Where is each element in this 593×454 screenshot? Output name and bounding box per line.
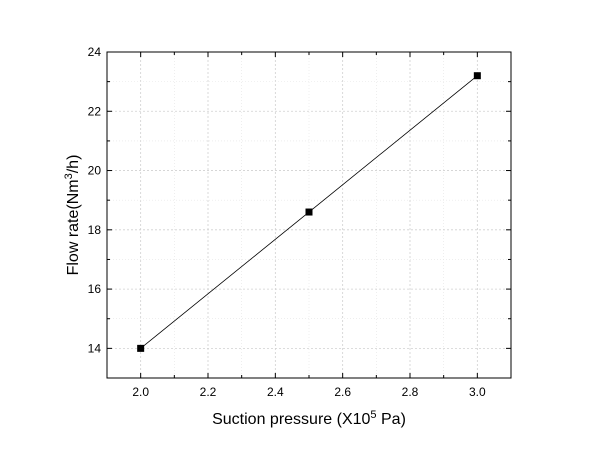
y-axis-title-prefix: Flow rate(Nm (65, 179, 82, 275)
y-tick-label: 20 (88, 164, 102, 178)
y-tick-label: 22 (88, 104, 102, 118)
x-axis-title-prefix: Suction pressure (X10 (212, 411, 370, 428)
x-tick-label: 2.8 (402, 385, 419, 399)
y-tick-label: 24 (88, 45, 102, 59)
axis-ticks: 2.0 2.2 2.4 2.6 2.8 3.0 14 16 18 20 22 24 (88, 45, 512, 399)
data-point-marker (137, 344, 145, 352)
data-point-marker (305, 208, 313, 216)
y-axis-title-suffix: /h) (65, 155, 82, 174)
x-axis-title-suffix: Pa) (377, 411, 406, 428)
y-tick-label: 18 (88, 223, 102, 237)
x-tick-label: 2.6 (334, 385, 351, 399)
x-tick-label: 2.0 (132, 385, 149, 399)
x-tick-label: 3.0 (469, 385, 486, 399)
data-point-marker (473, 72, 481, 80)
x-axis-title-sup: 5 (370, 409, 376, 421)
y-tick-label: 16 (88, 282, 102, 296)
x-axis-title: Suction pressure (X105 Pa) (212, 409, 406, 428)
y-axis-title: Flow rate(Nm3/h) (63, 155, 82, 276)
x-tick-label: 2.2 (200, 385, 217, 399)
y-tick-label: 14 (88, 341, 102, 355)
series-layer (137, 72, 481, 352)
y-axis-title-sup: 3 (63, 173, 75, 179)
x-tick-label: 2.4 (267, 385, 284, 399)
